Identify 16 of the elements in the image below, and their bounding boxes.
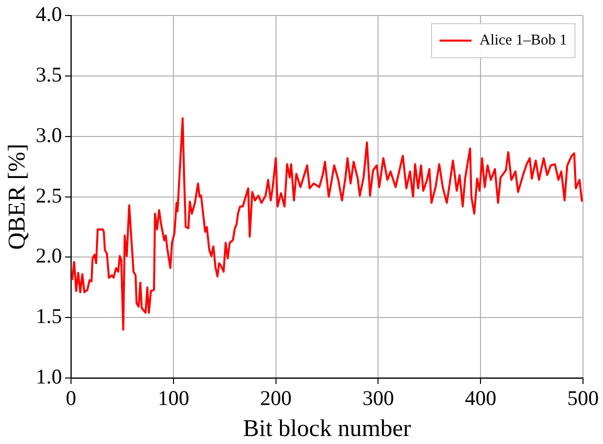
x-tick-label: 500 xyxy=(567,386,599,410)
y-axis-title: QBER [%] xyxy=(4,144,31,250)
y-tick-label: 1.0 xyxy=(36,364,62,389)
x-axis-title: Bit block number xyxy=(243,416,412,442)
x-tick-label: 200 xyxy=(260,386,292,410)
y-tick-label: 2.5 xyxy=(36,183,62,208)
y-tick-label: 2.0 xyxy=(36,244,62,268)
legend-label: Alice 1–Bob 1 xyxy=(480,32,568,49)
x-tick-label: 100 xyxy=(158,386,190,410)
y-tick-label: 3.5 xyxy=(36,62,62,87)
y-tick-label: 1.5 xyxy=(36,304,62,328)
x-tick-label: 0 xyxy=(66,386,76,410)
y-tick-label: 4.0 xyxy=(36,2,62,26)
x-tick-label: 300 xyxy=(362,386,394,410)
x-tick-label: 400 xyxy=(464,386,496,410)
y-tick-label: 3.0 xyxy=(36,122,62,147)
